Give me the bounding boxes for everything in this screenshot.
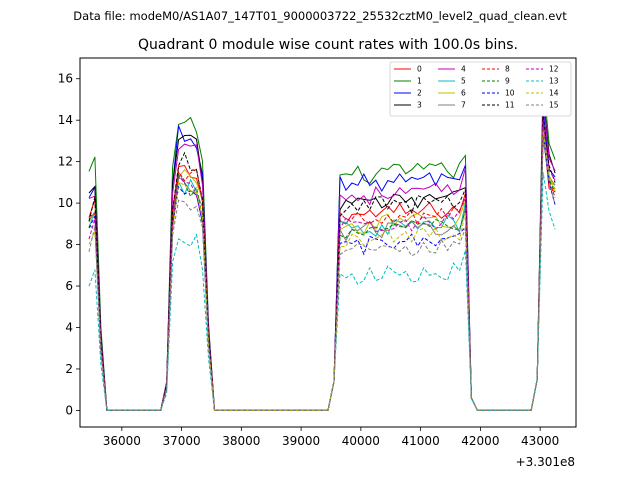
legend-label-11: 11 (505, 101, 515, 110)
x-tick-label: 41000 (402, 434, 440, 448)
legend-label-4: 4 (461, 65, 466, 74)
x-tick-label: 40000 (342, 434, 380, 448)
legend-label-15: 15 (549, 101, 559, 110)
legend-box (389, 61, 572, 117)
x-tick-label: 38000 (222, 434, 260, 448)
series-line-15 (88, 138, 556, 411)
y-tick-label: 4 (65, 320, 73, 334)
y-tick-label: 10 (58, 196, 73, 210)
legend-label-10: 10 (505, 89, 515, 98)
x-tick-label: 37000 (162, 434, 200, 448)
legend-label-12: 12 (549, 65, 559, 74)
y-tick-label: 16 (58, 72, 73, 86)
figure-suptitle: Data file: modeM0/AS1A07_147T01_90000037… (73, 9, 567, 23)
legend-label-0: 0 (417, 65, 422, 74)
legend-label-7: 7 (461, 101, 466, 110)
y-tick-label: 8 (65, 238, 73, 252)
x-tick-label: 39000 (282, 434, 320, 448)
legend-label-9: 9 (505, 77, 510, 86)
legend-label-13: 13 (549, 77, 559, 86)
y-tick-label: 12 (58, 155, 73, 169)
y-tick-label: 0 (65, 403, 73, 417)
x-tick-label: 36000 (103, 434, 141, 448)
x-tick-label: 43000 (521, 434, 559, 448)
chart-title: Quadrant 0 module wise count rates with … (138, 37, 518, 53)
legend-label-6: 6 (461, 89, 466, 98)
legend-label-5: 5 (461, 77, 466, 86)
legend-label-8: 8 (505, 65, 510, 74)
legend-label-3: 3 (417, 101, 422, 110)
x-offset-label: +3.301e8 (516, 455, 575, 469)
x-tick-label: 42000 (461, 434, 499, 448)
legend-label-1: 1 (417, 77, 422, 86)
ticks-layer: 36000 37000 38000 39000 40000 41000 42000 43000… (58, 72, 560, 448)
y-tick-label: 14 (58, 113, 73, 127)
y-tick-label: 6 (65, 279, 73, 293)
series-line-13 (88, 172, 556, 411)
legend-label-2: 2 (417, 89, 422, 98)
y-tick-label: 2 (65, 362, 73, 376)
axes-frame (79, 57, 577, 428)
legend-label-14: 14 (549, 89, 559, 98)
series-layer (88, 77, 556, 411)
plot-area (80, 58, 576, 427)
